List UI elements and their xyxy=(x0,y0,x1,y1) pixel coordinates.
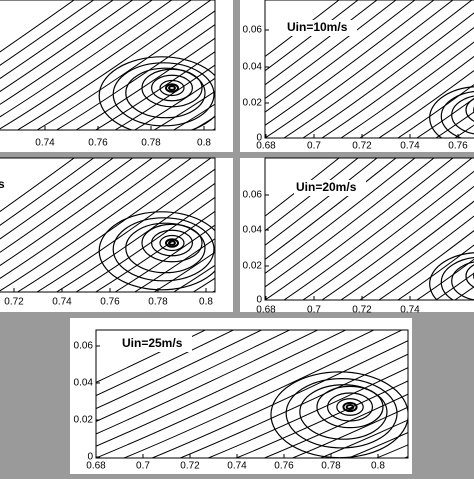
panel: 0.68 0.7 0.72 0.74 0.76 0.78 0.8 0.06 0.04 0.02 0 U… xyxy=(0,298,474,474)
panel-label: Uin=20m/s xyxy=(296,180,357,194)
x-tick-label: 0.76 xyxy=(448,141,468,152)
y-tick-label: 0.02 xyxy=(243,98,263,109)
panel-label: s xyxy=(0,177,5,191)
panel-label: Uin=10m/s xyxy=(287,20,348,34)
y-tick-label: 0 xyxy=(256,133,262,144)
y-tick-label: 0.06 xyxy=(243,190,263,201)
panel-label: Uin=25m/s xyxy=(122,336,183,350)
x-tick-label: 0.74 xyxy=(35,138,55,149)
x-tick-label: 0.8 xyxy=(199,297,213,308)
x-tick-label: 0.74 xyxy=(400,141,420,152)
x-tick-label: 0.76 xyxy=(274,461,294,472)
x-tick-label: 0.7 xyxy=(307,305,321,316)
y-tick-label: 0.02 xyxy=(243,261,263,272)
x-tick-label: 0.74 xyxy=(227,461,247,472)
y-tick-label: 0.06 xyxy=(243,25,263,36)
x-tick-label: 0.72 xyxy=(180,461,200,472)
streamline xyxy=(433,298,474,458)
y-tick-label: 0.04 xyxy=(243,225,263,236)
y-tick-label: 0 xyxy=(87,452,93,463)
streamline xyxy=(405,298,474,458)
x-tick-label: 0.8 xyxy=(197,138,211,149)
y-tick-label: 0.04 xyxy=(243,62,263,73)
x-tick-label: 0.76 xyxy=(100,297,120,308)
x-tick-label: 0.76 xyxy=(88,138,108,149)
x-tick-label: 0.78 xyxy=(148,297,168,308)
y-tick-label: 0.02 xyxy=(74,415,94,426)
x-tick-label: 0.74 xyxy=(52,297,72,308)
x-tick-label: 0.7 xyxy=(307,141,321,152)
x-tick-label: 0.72 xyxy=(352,305,372,316)
x-tick-label: 0.78 xyxy=(321,461,341,472)
y-tick-label: 0 xyxy=(256,295,262,306)
x-tick-label: 0.7 xyxy=(136,461,150,472)
streamline xyxy=(461,298,474,458)
x-tick-label: 0.8 xyxy=(371,461,385,472)
y-tick-label: 0.06 xyxy=(74,341,94,352)
x-tick-label: 0.72 xyxy=(4,297,24,308)
x-tick-label: 0.78 xyxy=(141,138,161,149)
x-tick-label: 0.74 xyxy=(400,305,420,316)
y-tick-label: 0.04 xyxy=(74,378,94,389)
x-tick-label: 0.72 xyxy=(352,141,372,152)
x-tick-label: 0.68 xyxy=(256,305,276,316)
